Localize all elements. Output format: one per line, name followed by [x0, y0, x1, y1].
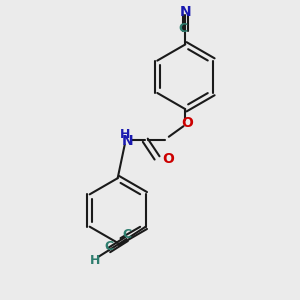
- Text: C: C: [178, 22, 188, 35]
- Text: C: C: [122, 228, 131, 242]
- Text: C: C: [104, 240, 113, 253]
- Text: H: H: [120, 128, 130, 141]
- Text: H: H: [90, 254, 100, 267]
- Text: N: N: [179, 4, 191, 19]
- Text: N: N: [122, 134, 133, 148]
- Text: O: O: [182, 116, 194, 130]
- Text: O: O: [162, 152, 174, 167]
